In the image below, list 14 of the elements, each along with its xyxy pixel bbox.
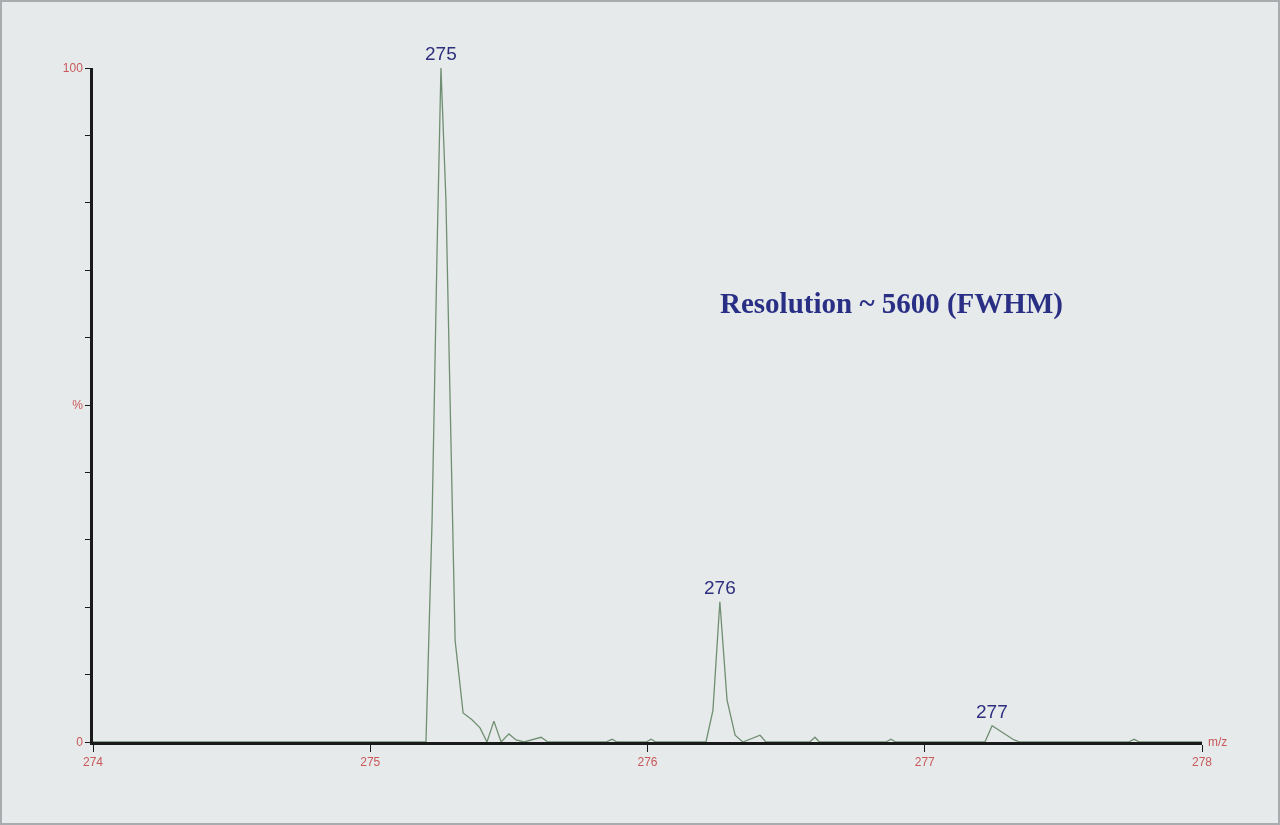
x-tick-label: 277 — [914, 755, 936, 770]
line-series — [93, 68, 1202, 742]
x-tick-label: 276 — [637, 755, 658, 770]
y-tick-label: % — [72, 398, 84, 413]
y-tick-label: 0 — [76, 735, 84, 750]
x-axis-title: m/z — [1208, 735, 1228, 749]
annotation: 276 — [704, 577, 736, 598]
x-tick-label: 275 — [360, 755, 381, 770]
y-tick-label: 100 — [62, 61, 84, 76]
annotation: Resolution ~ 5600 (FWHM) — [720, 287, 1063, 320]
annotation: 277 — [976, 701, 1008, 722]
x-tick-label: 274 — [82, 755, 104, 770]
annotation: 275 — [425, 43, 457, 64]
x-tick-label: 278 — [1191, 755, 1213, 770]
